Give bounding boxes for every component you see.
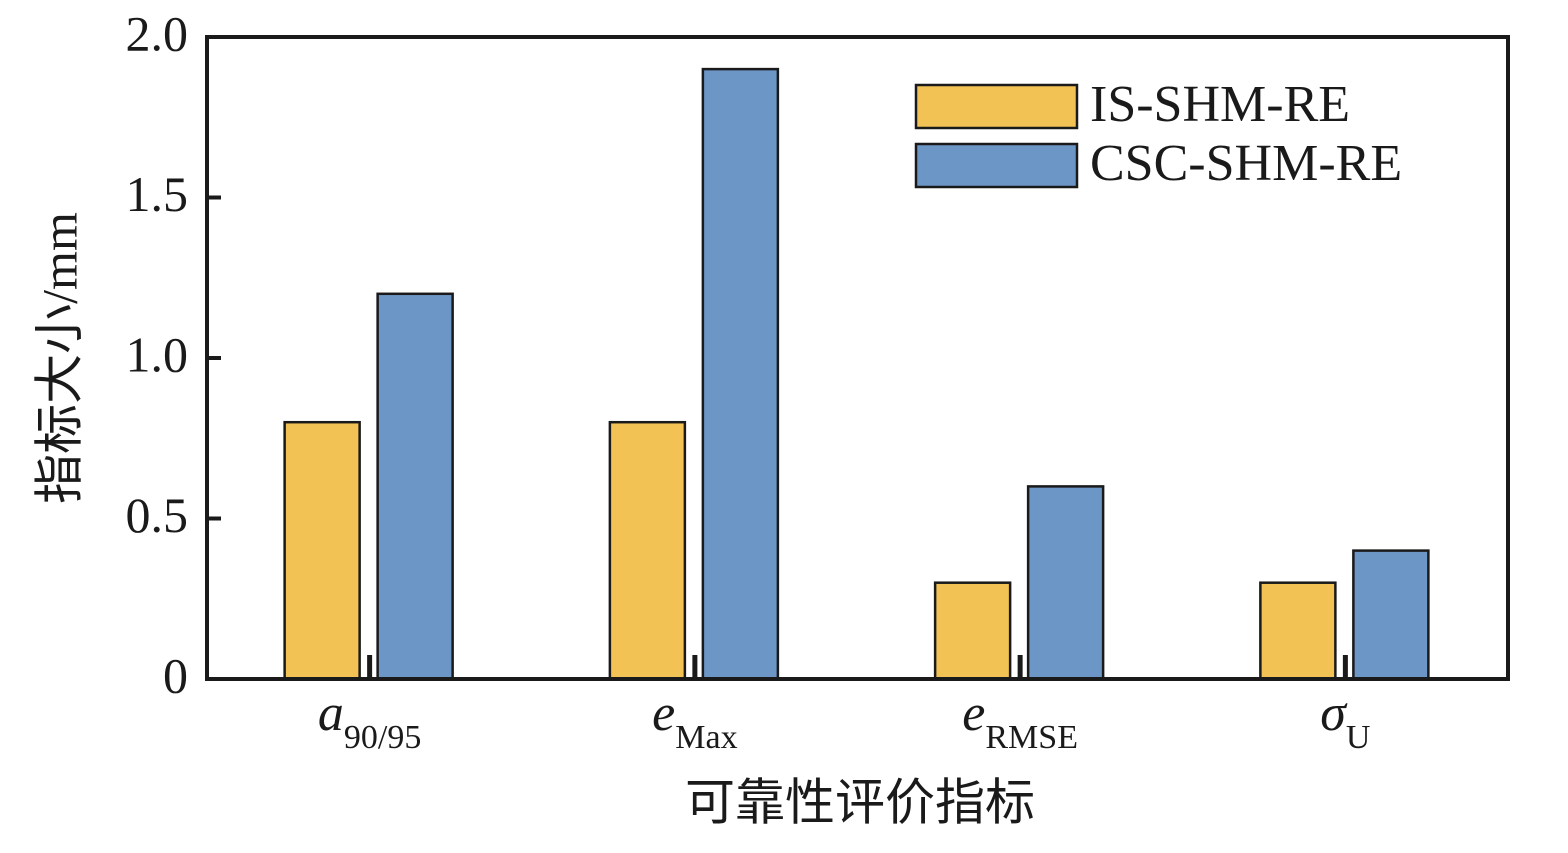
y-tick-label: 1.5 xyxy=(126,166,189,222)
legend-swatch xyxy=(914,83,1079,130)
x-tick-subscript: RMSE xyxy=(985,719,1078,756)
x-tick-symbol: e xyxy=(962,685,985,742)
legend-label: CSC-SHM-RE xyxy=(1090,135,1402,192)
y-axis-label: 指标大小/mm xyxy=(31,212,87,504)
y-tick-label: 0.5 xyxy=(126,487,189,543)
bar xyxy=(1026,485,1105,681)
y-tick-label: 2.0 xyxy=(126,5,189,61)
bar xyxy=(283,420,361,681)
x-tick-subscript: U xyxy=(1346,719,1371,756)
bar xyxy=(701,67,780,681)
x-tick-subscript: Max xyxy=(675,719,737,756)
x-tick-symbol: σ xyxy=(1320,685,1348,742)
x-tick-label: a90/95 xyxy=(318,685,421,756)
x-axis-label: 可靠性评价指标 xyxy=(685,774,1035,830)
x-tick-symbol: e xyxy=(652,685,675,742)
x-tick-symbol: a xyxy=(318,685,344,742)
bar xyxy=(1259,581,1337,681)
x-tick-label: eRMSE xyxy=(962,685,1078,756)
legend-swatch xyxy=(914,142,1079,189)
bar xyxy=(376,292,454,681)
plot-frame xyxy=(205,35,1510,681)
y-tick-label: 1.0 xyxy=(126,326,189,382)
x-tick-label: σU xyxy=(1320,685,1370,756)
x-tick-subscript: 90/95 xyxy=(344,719,421,756)
bar xyxy=(608,420,687,681)
y-tick-label: 0 xyxy=(163,647,188,703)
legend-label: IS-SHM-RE xyxy=(1090,76,1350,133)
bar xyxy=(933,581,1012,681)
x-tick-label: eMax xyxy=(652,685,737,756)
bar xyxy=(1352,549,1430,681)
